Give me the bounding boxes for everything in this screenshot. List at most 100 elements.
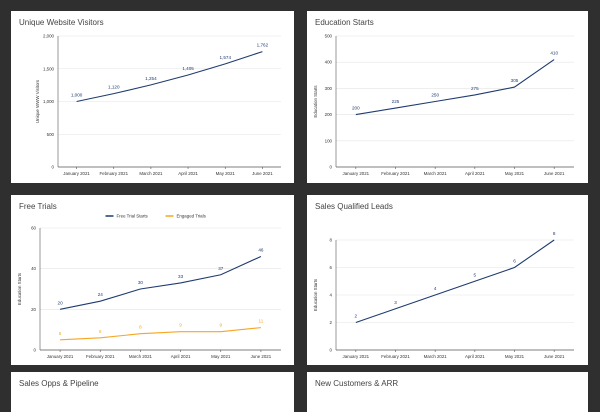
x-tick-label: March 2021 [424,354,448,359]
y-tick-label: 4 [330,293,333,298]
y-tick-label: 1,500 [43,66,55,71]
x-tick-label: May 2021 [216,171,236,176]
x-tick-label: March 2021 [129,354,153,359]
y-tick-label: 0 [34,348,37,353]
data-label: 275 [471,86,479,91]
data-label: 1,000 [71,93,83,98]
y-tick-label: 100 [325,138,333,143]
data-label: 8 [553,231,556,236]
chart-svg: 0 100 200 300 400 500 Education Starts January … [313,34,574,176]
x-tick-label: April 2021 [178,171,198,176]
legend-label: Free Trial Starts [117,214,149,219]
chart-panel-new-customers-arr: New Customers & ARR [307,372,588,412]
y-tick-label: 400 [325,60,333,65]
y-tick-label: 40 [31,266,36,271]
series-line-0 [76,51,263,103]
data-label: 1,762 [257,43,269,48]
x-tick-label: June 2021 [251,354,272,359]
y-tick-label: 1,000 [43,99,55,104]
y-axis-title: Education Starts [17,272,22,305]
data-label: 305 [511,78,519,83]
x-tick-label: May 2021 [505,354,525,359]
chart-svg: 0 500 1,000 1,500 2,000 Unique WWW Visitors Ja… [35,34,281,176]
chart-panel-unique-website-visitors: Unique Website Visitors 0 500 1,000 1,500 2,… [11,11,294,183]
x-tick-label: January 2021 [47,354,74,359]
y-tick-label: 300 [325,86,333,91]
data-label: 8 [139,325,142,330]
data-label: 9 [179,323,182,328]
series-line-0 [355,239,555,324]
y-axis-title: Unique WWW Visitors [35,79,40,123]
data-label: 33 [178,274,184,279]
series-line-0 [59,255,262,310]
data-label: 5 [474,272,477,277]
x-tick-label: April 2021 [171,354,191,359]
chart-title: Education Starts [315,18,374,27]
chart-title: Sales Opps & Pipeline [19,379,99,388]
data-label: 6 [99,329,102,334]
x-tick-label: June 2021 [252,171,273,176]
chart-title: Sales Qualified Leads [315,202,393,211]
data-label: 20 [58,300,64,305]
data-label: 11 [259,319,264,324]
data-label: 2 [355,314,358,319]
chart-panel-sales-opps-pipeline: Sales Opps & Pipeline [11,372,294,412]
chart-title: Free Trials [19,202,57,211]
x-tick-label: March 2021 [424,171,448,176]
x-tick-label: February 2021 [381,171,410,176]
data-label: 1,254 [145,76,157,81]
data-label: 4 [434,286,437,291]
data-label: 1,405 [182,66,194,71]
data-label: 5 [59,331,62,336]
data-label: 200 [352,106,360,111]
y-tick-label: 2 [330,320,333,325]
data-label: 46 [258,247,264,252]
data-label: 24 [98,292,104,297]
series-line-1 [60,327,261,341]
x-tick-label: January 2021 [63,171,90,176]
x-tick-label: February 2021 [86,354,115,359]
chart-panel-education-starts: Education Starts 0 100 200 300 400 500 Educati… [307,11,588,183]
y-tick-label: 20 [31,307,36,312]
x-tick-label: February 2021 [99,171,128,176]
y-tick-label: 500 [325,34,333,39]
x-tick-label: April 2021 [465,354,485,359]
series-line-0 [355,59,555,116]
chart-title: New Customers & ARR [315,379,399,388]
y-tick-label: 0 [52,165,55,170]
y-tick-label: 60 [31,226,36,231]
data-label: 9 [219,323,222,328]
x-tick-label: January 2021 [343,354,370,359]
x-tick-label: February 2021 [381,354,410,359]
data-label: 37 [218,266,224,271]
x-tick-label: March 2021 [139,171,163,176]
y-tick-label: 2,000 [43,34,55,39]
y-tick-label: 0 [330,165,333,170]
chart-panel-free-trials: Free Trials 0 20 40 60 Education Starts Janua… [11,195,294,365]
y-tick-label: 8 [330,238,333,243]
y-axis-title: Education Starts [313,85,318,118]
x-tick-label: January 2021 [343,171,370,176]
x-tick-label: April 2021 [465,171,485,176]
y-tick-label: 200 [325,112,333,117]
x-tick-label: May 2021 [211,354,231,359]
data-label: 1,574 [220,55,232,60]
y-axis-title: Education Starts [313,278,318,311]
x-tick-label: June 2021 [544,171,565,176]
chart-svg: 0 20 40 60 Education Starts January 2021 Febru… [17,214,281,359]
y-tick-label: 6 [330,265,333,270]
chart-panel-sales-qualified-leads: Sales Qualified Leads 0 2 4 6 8 Education Sta… [307,195,588,365]
data-label: 6 [513,259,516,264]
x-tick-label: June 2021 [544,354,565,359]
y-tick-label: 500 [47,132,55,137]
data-label: 1,120 [108,85,120,90]
data-label: 410 [550,51,558,56]
data-label: 225 [392,99,400,104]
data-label: 3 [394,300,397,305]
x-tick-label: May 2021 [505,171,525,176]
data-label: 250 [431,93,439,98]
data-label: 30 [138,280,144,285]
legend-label: Engaged Trials [177,214,207,219]
chart-svg: 0 2 4 6 8 Education Starts January 2021 Februar… [313,231,574,359]
chart-title: Unique Website Visitors [19,18,104,27]
